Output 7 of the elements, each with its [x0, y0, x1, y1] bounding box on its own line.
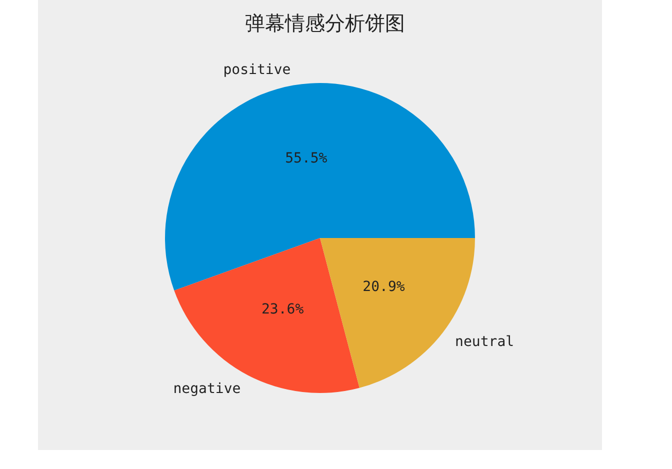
slice-label: neutral — [455, 334, 514, 350]
slice-label: negative — [173, 380, 241, 397]
data-label: 23.6% — [261, 301, 304, 318]
slice-label: positive — [223, 62, 291, 78]
chart-title: 弹幕情感分析饼图 — [245, 11, 405, 35]
data-label: 55.5% — [285, 150, 328, 167]
data-label: 20.9% — [362, 279, 406, 296]
